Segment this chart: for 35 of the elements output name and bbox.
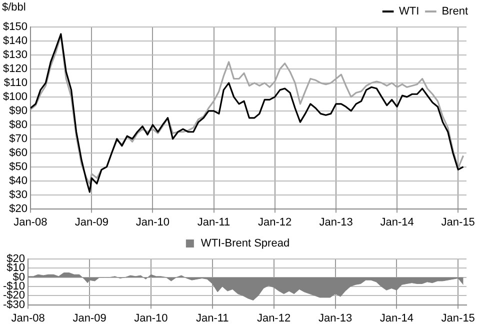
y-tick-label: $30: [9, 188, 28, 201]
x-tick-label: Jan-14: [380, 216, 414, 228]
legend-label: WTI: [399, 6, 420, 18]
x-tick-label: Jan-15: [441, 312, 475, 324]
y-tick-label: $40: [9, 174, 28, 187]
legend-label: WTI-Brent Spread: [200, 238, 290, 250]
y-tick-label: $60: [9, 146, 28, 159]
y-tick-label: $130: [2, 49, 28, 61]
y-tick-label: $110: [4, 76, 28, 89]
y-tick-label: $50: [9, 160, 28, 173]
x-tick-label: Jan-11: [197, 216, 230, 228]
y-tick-label: $80: [9, 118, 28, 131]
x-tick-label: Jan-09: [72, 312, 106, 324]
y-tick-label: $140: [2, 35, 28, 48]
y-tick-label: $100: [2, 90, 28, 103]
x-tick-label: Jan-13: [319, 216, 353, 228]
x-tick-label: Jan-08: [11, 312, 45, 324]
x-tick-label: Jan-08: [14, 216, 48, 228]
x-tick-label: Jan-11: [196, 312, 229, 324]
y-tick-label: $70: [9, 132, 28, 145]
x-tick-label: Jan-09: [74, 216, 108, 228]
legend-label: Brent: [442, 6, 468, 18]
x-tick-label: Jan-12: [256, 312, 291, 324]
y-tick-label: $20: [9, 202, 28, 215]
y-tick-label: $90: [9, 104, 28, 117]
x-tick-label: Jan-15: [441, 216, 475, 228]
x-tick-label: Jan-14: [380, 312, 414, 324]
y-tick-label: $120: [2, 62, 28, 75]
x-tick-label: Jan-10: [134, 312, 168, 324]
x-tick-label: Jan-10: [136, 216, 170, 228]
y-tick-label: -$30: [2, 298, 26, 311]
x-tick-label: Jan-13: [318, 312, 352, 324]
y-tick-label: $150: [2, 21, 28, 34]
x-tick-label: Jan-12: [258, 216, 292, 228]
y-axis-title: $/bbl: [2, 2, 26, 14]
